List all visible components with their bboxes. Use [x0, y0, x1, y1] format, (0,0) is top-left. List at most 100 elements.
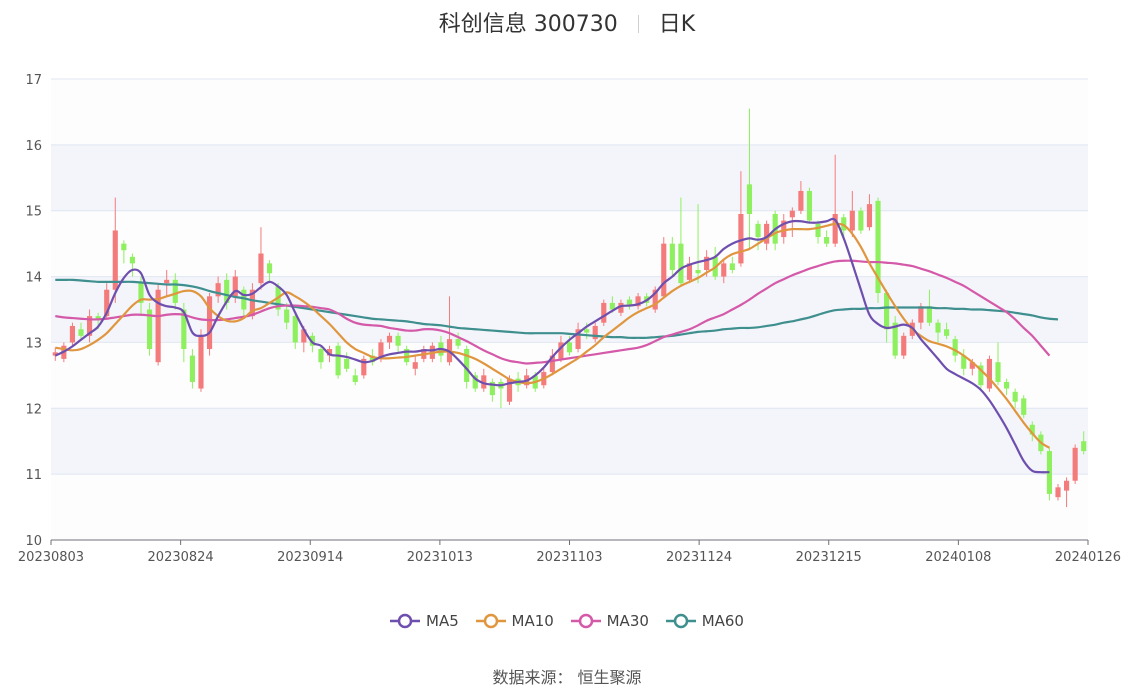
candle-body — [875, 200, 881, 294]
candle[interactable] — [155, 283, 161, 366]
candle[interactable] — [129, 253, 135, 277]
candle[interactable] — [686, 256, 693, 284]
candle[interactable] — [669, 237, 675, 277]
candle-body — [558, 342, 564, 359]
candle[interactable] — [815, 220, 821, 244]
candle[interactable] — [652, 286, 658, 313]
candle-body — [832, 214, 838, 244]
candle[interactable] — [86, 309, 93, 343]
candle[interactable] — [592, 322, 598, 343]
candle[interactable] — [866, 194, 873, 231]
candle[interactable] — [849, 190, 855, 238]
candle[interactable] — [266, 260, 273, 284]
candle[interactable] — [978, 362, 984, 389]
candle[interactable] — [1029, 421, 1035, 442]
candle[interactable] — [395, 332, 401, 353]
candle[interactable] — [601, 299, 607, 326]
candle[interactable] — [858, 207, 864, 234]
candle[interactable] — [172, 273, 178, 310]
candle[interactable] — [832, 154, 838, 247]
candle[interactable] — [318, 345, 324, 369]
candle-body — [901, 335, 907, 356]
candle[interactable] — [284, 302, 290, 330]
candle[interactable] — [1046, 447, 1053, 501]
candle[interactable] — [1055, 484, 1061, 501]
candle[interactable] — [206, 293, 213, 356]
candle[interactable] — [729, 256, 735, 274]
candle[interactable] — [1004, 378, 1010, 396]
candle[interactable] — [78, 322, 84, 340]
candle[interactable] — [112, 197, 118, 303]
candle[interactable] — [618, 299, 624, 317]
candle[interactable] — [986, 355, 993, 392]
candle[interactable] — [241, 286, 247, 317]
candle[interactable] — [824, 230, 830, 247]
candle-body — [566, 342, 573, 353]
candle[interactable] — [755, 220, 761, 251]
candle-body — [738, 214, 744, 264]
candle[interactable] — [386, 332, 393, 350]
candle-body — [1021, 398, 1027, 415]
candle[interactable] — [455, 332, 461, 350]
candle-body — [344, 358, 350, 369]
candle[interactable] — [764, 220, 770, 251]
candle[interactable] — [892, 316, 898, 359]
candle[interactable] — [875, 197, 881, 303]
candle-body — [198, 335, 204, 389]
candle[interactable] — [52, 347, 58, 361]
legend-item-ma30[interactable]: MA30 — [570, 612, 649, 630]
candle[interactable] — [146, 302, 153, 356]
candle[interactable] — [695, 204, 701, 284]
candle[interactable] — [884, 289, 890, 343]
legend-item-ma10[interactable]: MA10 — [475, 612, 554, 630]
candle[interactable] — [464, 345, 470, 389]
candle[interactable] — [1081, 431, 1087, 455]
candle[interactable] — [472, 372, 478, 392]
candle[interactable] — [901, 332, 907, 359]
candle[interactable] — [481, 368, 487, 392]
candle[interactable] — [781, 214, 787, 244]
candle[interactable] — [292, 312, 298, 350]
candle[interactable] — [798, 181, 804, 215]
candle[interactable] — [952, 335, 958, 363]
candle[interactable] — [678, 197, 684, 287]
candle[interactable] — [164, 269, 170, 297]
candle[interactable] — [344, 352, 350, 373]
candle[interactable] — [404, 345, 410, 366]
candle[interactable] — [198, 329, 204, 392]
x-tick-label: 20231215 — [796, 550, 862, 565]
candle-body — [189, 355, 195, 382]
x-tick-label: 20230824 — [148, 550, 214, 565]
candle[interactable] — [69, 322, 75, 346]
candle[interactable] — [189, 349, 195, 389]
legend-item-ma5[interactable]: MA5 — [390, 612, 459, 630]
candle-body — [764, 223, 770, 244]
candle[interactable] — [215, 276, 221, 303]
candle[interactable] — [412, 355, 418, 376]
candle[interactable] — [961, 349, 967, 376]
candle[interactable] — [1021, 395, 1027, 419]
candle-body — [601, 302, 607, 323]
candle[interactable] — [489, 378, 495, 402]
candle[interactable] — [635, 293, 641, 310]
candle[interactable] — [352, 368, 358, 386]
candle[interactable] — [626, 296, 633, 310]
candle[interactable] — [258, 227, 264, 290]
candle[interactable] — [1012, 388, 1018, 409]
candle[interactable] — [661, 237, 667, 297]
candle[interactable] — [361, 355, 367, 379]
candle[interactable] — [721, 260, 727, 284]
candle-body — [1004, 381, 1010, 389]
candle[interactable] — [1072, 444, 1078, 485]
candle[interactable] — [335, 342, 341, 379]
candle[interactable] — [121, 240, 127, 264]
candle[interactable] — [995, 342, 1001, 386]
candle[interactable] — [746, 108, 753, 251]
candle[interactable] — [806, 187, 813, 224]
candle[interactable] — [575, 322, 581, 353]
candle[interactable] — [944, 322, 950, 340]
legend-item-ma60[interactable]: MA60 — [665, 612, 744, 630]
candle[interactable] — [935, 319, 941, 343]
candle[interactable] — [1064, 477, 1070, 508]
candle[interactable] — [549, 349, 555, 376]
